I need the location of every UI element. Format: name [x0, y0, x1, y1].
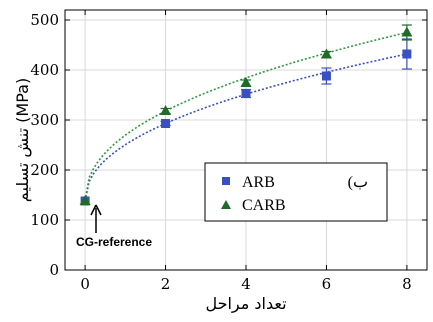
annotation-arrowhead — [90, 204, 102, 216]
x-axis-title: تعداد مراحل — [205, 294, 286, 314]
annotation-label: CG-reference — [76, 235, 152, 249]
x-tick-label: 8 — [402, 275, 412, 293]
data-point-carb — [401, 26, 413, 37]
data-point-carb — [240, 77, 252, 87]
y-tick-label: 500 — [30, 11, 59, 29]
x-tick-label: 4 — [241, 275, 251, 293]
y-axis-title: تنش تسلیم (MPa) — [13, 78, 33, 202]
tick-labels: 0 2 4 6 8 0 100 200 300 400 500 — [30, 11, 411, 293]
y-tick-label: 300 — [30, 111, 59, 129]
data-point-arb — [241, 89, 251, 98]
legend-marker-arb — [222, 177, 230, 185]
legend-label-arb: ARB — [242, 174, 275, 191]
x-tick-label: 2 — [161, 275, 171, 293]
y-tick-label: 400 — [30, 61, 59, 79]
annotation: CG-reference — [76, 204, 152, 249]
data-point-carb — [79, 195, 91, 205]
axis-ticks — [65, 10, 427, 271]
y-tick-label: 200 — [30, 161, 59, 179]
x-tick-label: 0 — [80, 275, 90, 293]
data-point-carb — [320, 48, 332, 59]
y-tick-label: 0 — [49, 261, 59, 279]
legend-box — [204, 162, 388, 222]
legend: ARB CARB (ب — [204, 162, 388, 222]
legend-marker-carb — [221, 200, 231, 209]
data-point-arb — [321, 71, 331, 81]
trend-lines — [84, 31, 408, 202]
data-point-carb — [160, 105, 172, 115]
trend-line-carb — [84, 31, 408, 202]
x-tick-label: 6 — [322, 275, 332, 293]
data-markers — [79, 26, 413, 206]
data-point-arb — [402, 49, 412, 59]
legend-label-carb: CARB — [242, 197, 286, 214]
y-tick-label: 100 — [30, 211, 59, 229]
data-point-arb — [161, 119, 171, 128]
legend-title: (ب — [348, 174, 368, 191]
